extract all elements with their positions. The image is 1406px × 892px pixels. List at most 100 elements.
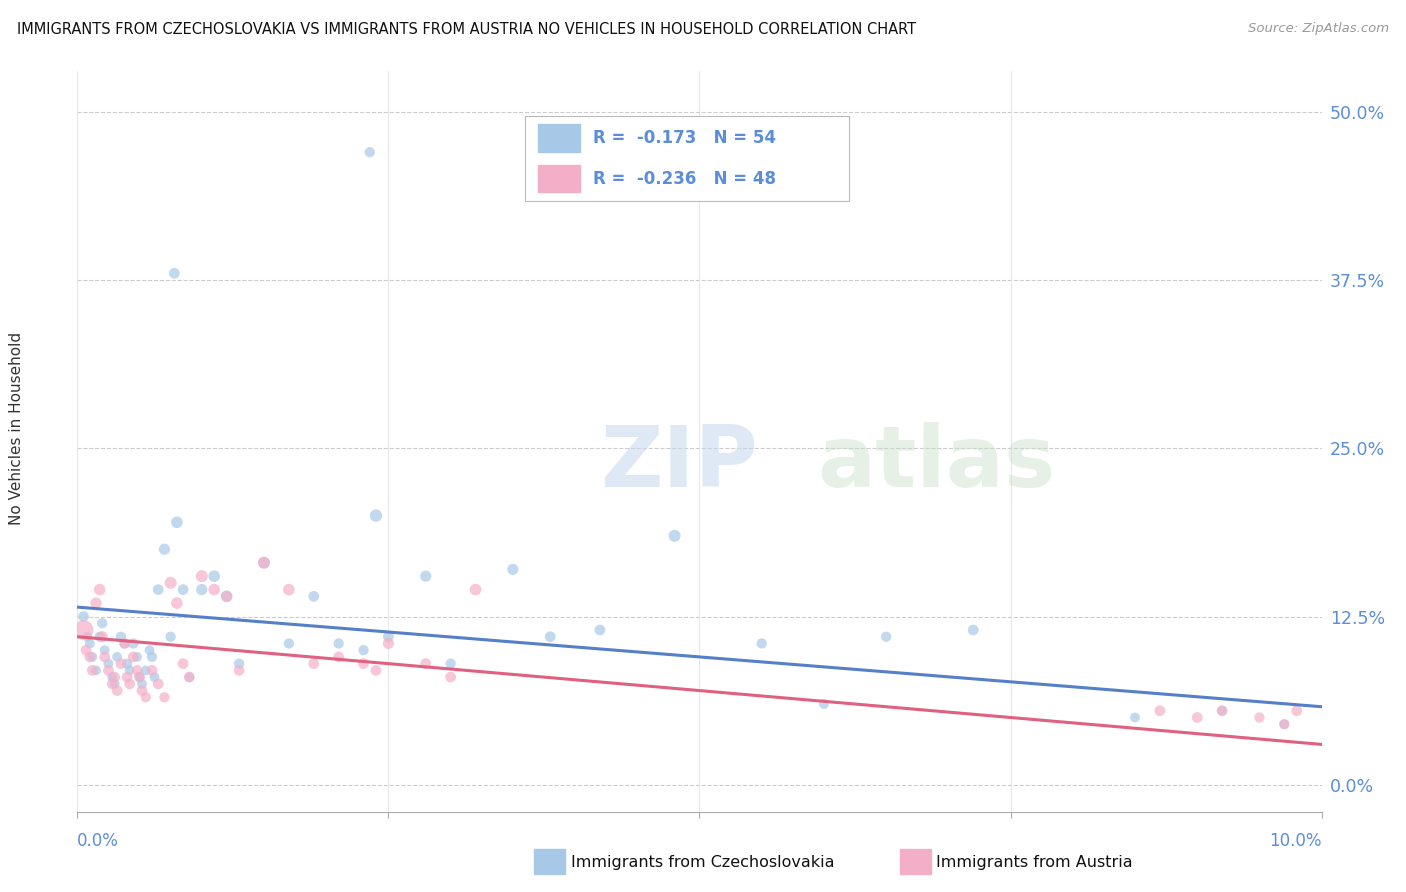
Point bbox=[82, 664, 104, 678]
Point bbox=[105, 683, 128, 698]
Point bbox=[101, 677, 124, 691]
Point bbox=[228, 657, 250, 671]
Point bbox=[138, 643, 160, 657]
Point bbox=[131, 683, 153, 698]
Text: R =  -0.173   N = 54: R = -0.173 N = 54 bbox=[593, 129, 776, 147]
Point bbox=[104, 677, 127, 691]
Point bbox=[115, 670, 138, 684]
Point bbox=[110, 630, 132, 644]
Point bbox=[72, 623, 94, 637]
Point bbox=[72, 609, 94, 624]
Point bbox=[464, 582, 486, 597]
Point bbox=[84, 596, 107, 610]
Point bbox=[172, 657, 194, 671]
Point bbox=[128, 670, 150, 684]
Point bbox=[172, 582, 194, 597]
Point bbox=[751, 636, 773, 650]
Point bbox=[153, 690, 176, 705]
Point bbox=[1211, 704, 1233, 718]
Point bbox=[228, 664, 250, 678]
Point bbox=[440, 657, 463, 671]
Point bbox=[115, 657, 138, 671]
Point bbox=[141, 649, 163, 664]
Point bbox=[143, 670, 166, 684]
Point bbox=[166, 516, 188, 530]
Point bbox=[91, 630, 114, 644]
Point bbox=[253, 556, 276, 570]
Point bbox=[364, 508, 387, 523]
Point bbox=[141, 664, 163, 678]
Point bbox=[328, 649, 350, 664]
Point bbox=[122, 649, 145, 664]
Point bbox=[75, 643, 97, 657]
Point bbox=[114, 636, 136, 650]
Point bbox=[79, 649, 101, 664]
Point bbox=[114, 636, 136, 650]
Point bbox=[302, 590, 325, 604]
Point bbox=[215, 590, 238, 604]
Point bbox=[79, 636, 101, 650]
Text: No Vehicles in Household: No Vehicles in Household bbox=[10, 332, 24, 524]
Point bbox=[89, 630, 111, 644]
Point bbox=[377, 636, 399, 650]
Point bbox=[84, 664, 107, 678]
Point bbox=[93, 643, 115, 657]
Point bbox=[179, 670, 201, 684]
Point bbox=[104, 670, 127, 684]
Text: Immigrants from Austria: Immigrants from Austria bbox=[936, 855, 1133, 870]
Point bbox=[82, 649, 104, 664]
Text: Source: ZipAtlas.com: Source: ZipAtlas.com bbox=[1249, 22, 1389, 36]
Point bbox=[135, 664, 157, 678]
Point bbox=[538, 630, 561, 644]
Point bbox=[359, 145, 381, 160]
Point bbox=[202, 569, 225, 583]
Point bbox=[364, 664, 387, 678]
Point bbox=[302, 657, 325, 671]
Point bbox=[353, 657, 375, 671]
Point bbox=[125, 664, 148, 678]
Point bbox=[93, 649, 115, 664]
Point bbox=[97, 664, 120, 678]
Point bbox=[191, 569, 214, 583]
Text: R =  -0.236   N = 48: R = -0.236 N = 48 bbox=[593, 169, 776, 188]
Point bbox=[277, 636, 299, 650]
Point bbox=[1123, 710, 1146, 724]
Point bbox=[153, 542, 176, 557]
Point bbox=[664, 529, 686, 543]
Point bbox=[159, 630, 181, 644]
Point bbox=[131, 677, 153, 691]
Point bbox=[415, 569, 437, 583]
Point bbox=[277, 582, 299, 597]
Point bbox=[377, 630, 399, 644]
Point bbox=[122, 636, 145, 650]
Text: ZIP: ZIP bbox=[600, 422, 758, 505]
Point bbox=[128, 670, 150, 684]
Point bbox=[89, 582, 111, 597]
Bar bbox=[538, 165, 581, 193]
Point bbox=[166, 596, 188, 610]
Point bbox=[502, 562, 524, 576]
Point bbox=[135, 690, 157, 705]
Point bbox=[1285, 704, 1308, 718]
Point bbox=[159, 575, 181, 590]
Point bbox=[1272, 717, 1295, 731]
Point bbox=[215, 590, 238, 604]
Point bbox=[179, 670, 201, 684]
Point bbox=[328, 636, 350, 650]
Point bbox=[97, 657, 120, 671]
Point bbox=[148, 582, 170, 597]
Point bbox=[253, 556, 276, 570]
Point bbox=[589, 623, 612, 637]
Point bbox=[101, 670, 124, 684]
Text: IMMIGRANTS FROM CZECHOSLOVAKIA VS IMMIGRANTS FROM AUSTRIA NO VEHICLES IN HOUSEHO: IMMIGRANTS FROM CZECHOSLOVAKIA VS IMMIGR… bbox=[17, 22, 915, 37]
Point bbox=[353, 643, 375, 657]
Text: atlas: atlas bbox=[818, 422, 1056, 505]
Point bbox=[1187, 710, 1209, 724]
Text: 0.0%: 0.0% bbox=[77, 832, 120, 850]
Point bbox=[440, 670, 463, 684]
Point bbox=[191, 582, 214, 597]
Point bbox=[415, 657, 437, 671]
Point bbox=[1211, 704, 1233, 718]
Point bbox=[1249, 710, 1271, 724]
Point bbox=[91, 616, 114, 631]
